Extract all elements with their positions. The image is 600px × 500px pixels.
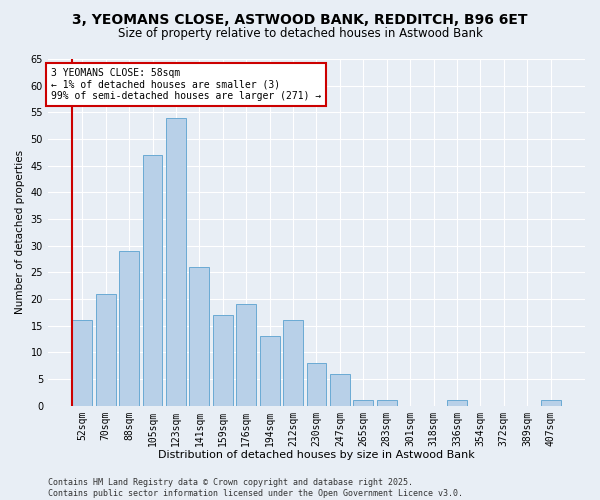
- Bar: [260, 336, 280, 406]
- Bar: [190, 267, 209, 406]
- Bar: [377, 400, 397, 406]
- Bar: [213, 315, 233, 406]
- Bar: [283, 320, 303, 406]
- Text: 3 YEOMANS CLOSE: 58sqm
← 1% of detached houses are smaller (3)
99% of semi-detac: 3 YEOMANS CLOSE: 58sqm ← 1% of detached …: [50, 68, 321, 101]
- Bar: [330, 374, 350, 406]
- Bar: [447, 400, 467, 406]
- Bar: [353, 400, 373, 406]
- Bar: [143, 155, 163, 406]
- X-axis label: Distribution of detached houses by size in Astwood Bank: Distribution of detached houses by size …: [158, 450, 475, 460]
- Bar: [307, 363, 326, 406]
- Bar: [541, 400, 560, 406]
- Bar: [236, 304, 256, 406]
- Bar: [73, 320, 92, 406]
- Text: Size of property relative to detached houses in Astwood Bank: Size of property relative to detached ho…: [118, 28, 482, 40]
- Bar: [166, 118, 186, 406]
- Y-axis label: Number of detached properties: Number of detached properties: [15, 150, 25, 314]
- Text: Contains HM Land Registry data © Crown copyright and database right 2025.
Contai: Contains HM Land Registry data © Crown c…: [48, 478, 463, 498]
- Bar: [119, 251, 139, 406]
- Bar: [96, 294, 116, 406]
- Text: 3, YEOMANS CLOSE, ASTWOOD BANK, REDDITCH, B96 6ET: 3, YEOMANS CLOSE, ASTWOOD BANK, REDDITCH…: [72, 12, 528, 26]
